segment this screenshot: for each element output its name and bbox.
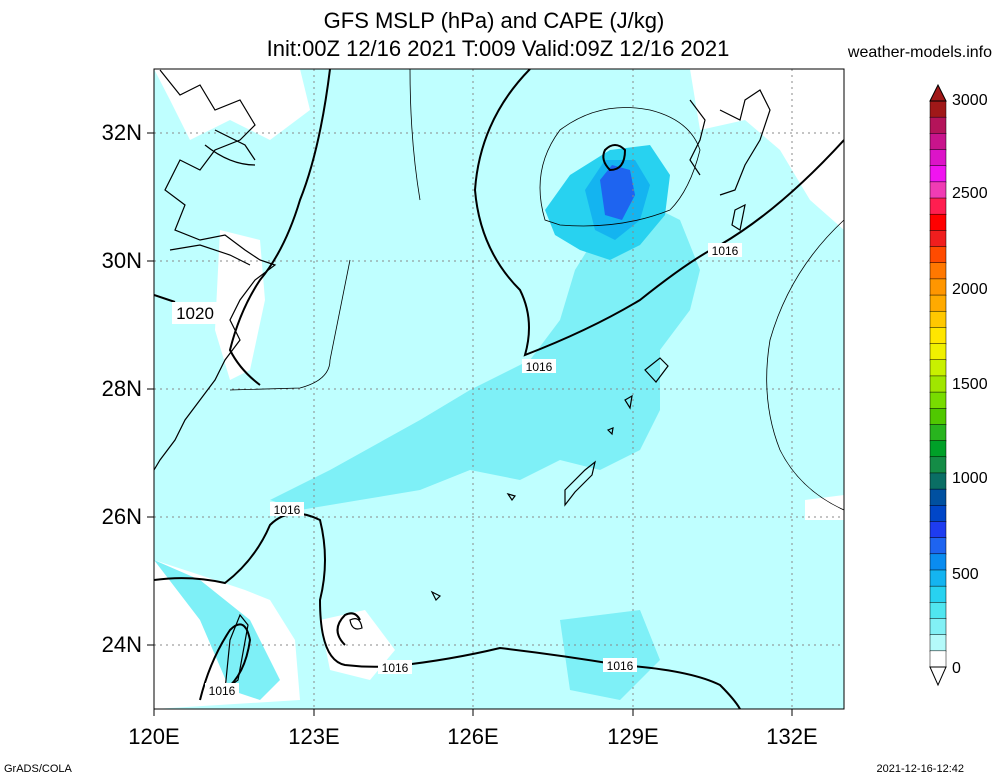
site-credit: weather-models.info (847, 44, 992, 61)
chart-title: GFS MSLP (hPa) and CAPE (J/kg) (323, 8, 665, 33)
lon-label-123e: 123E (288, 724, 340, 749)
colorbar (929, 83, 947, 687)
lon-label-132e: 132E (766, 724, 818, 749)
colorbar-swatch (929, 213, 947, 232)
colorbar-swatch (929, 650, 947, 668)
colorbar-swatch (929, 472, 947, 490)
isobars (154, 69, 844, 709)
isobar-label-1016-s: 1016 (382, 661, 409, 675)
no-cape-ne (690, 69, 844, 230)
no-cape-e (805, 495, 844, 520)
map-area (154, 69, 844, 709)
colorbar-label-1000: 1000 (952, 470, 988, 487)
colorbar-swatch (929, 181, 947, 199)
colorbar-swatch (929, 197, 947, 215)
axis-ticks (147, 132, 793, 716)
lat-label-32n: 32N (101, 120, 142, 145)
no-cape-nw (154, 69, 310, 140)
isobar-label-1016-sw: 1016 (209, 684, 236, 698)
lat-label-24n: 24N (101, 632, 142, 657)
colorbar-swatch (929, 100, 947, 118)
cape-patch-s (154, 560, 280, 700)
colorbar-max-arrow (929, 83, 947, 102)
colorbar-swatch (929, 488, 947, 507)
colorbar-swatch (929, 133, 947, 151)
lon-label-129e: 129E (607, 724, 659, 749)
colorbar-swatch (929, 359, 947, 377)
chart-subtitle: Init:00Z 12/16 2021 T:009 Valid:09Z 12/1… (266, 36, 730, 61)
colorbar-label-3000: 3000 (952, 92, 988, 109)
colorbar-min-arrow (929, 666, 947, 687)
colorbar-swatch (929, 310, 947, 329)
colorbar-swatch (929, 116, 947, 135)
footer-right: 2021-12-16-12:42 (876, 763, 964, 775)
colorbar-swatch (929, 569, 947, 587)
colorbar-swatch (929, 456, 947, 474)
colorbar-swatch (929, 585, 947, 604)
colorbar-swatch (929, 375, 947, 393)
lon-label-126e: 126E (447, 724, 499, 749)
colorbar-swatch (929, 391, 947, 410)
colorbar-swatch (929, 553, 947, 571)
colorbar-label-500: 500 (952, 566, 979, 583)
colorbar-label-0: 0 (952, 660, 961, 677)
colorbar-swatch (929, 165, 947, 183)
isobar-label-1016-ne: 1016 (712, 244, 739, 258)
isobar-labels: 1020 1016 1016 1016 1016 1016 1016 (172, 243, 742, 698)
no-cape-land-w (215, 230, 265, 380)
colorbar-swatch (929, 634, 947, 652)
colorbar-swatch (929, 521, 947, 539)
footer-left: GrADS/COLA (4, 763, 72, 775)
coastlines (154, 69, 771, 692)
lon-label-120e: 120E (128, 724, 180, 749)
colorbar-swatch (929, 327, 947, 345)
thin-contours (229, 69, 844, 511)
isobar-label-1016-w: 1016 (274, 503, 301, 517)
colorbar-swatch (929, 343, 947, 361)
isobar-label-1016-center: 1016 (526, 360, 553, 374)
cape-band (270, 200, 700, 510)
colorbar-swatch (929, 505, 947, 523)
colorbar-swatch (929, 408, 947, 426)
colorbar-label-2000: 2000 (952, 281, 988, 298)
lat-label-30n: 30N (101, 248, 142, 273)
colorbar-label-2500: 2500 (952, 185, 988, 202)
colorbar-swatch (929, 262, 947, 280)
colorbar-swatch (929, 230, 947, 248)
colorbar-swatch (929, 246, 947, 264)
colorbar-swatch (929, 440, 947, 458)
isobar-label-1016-se: 1016 (607, 659, 634, 673)
colorbar-swatch (929, 602, 947, 620)
colorbar-swatch (929, 424, 947, 442)
colorbar-label-1500: 1500 (952, 376, 988, 393)
colorbar-swatch (929, 278, 947, 296)
colorbar-swatch (929, 537, 947, 555)
colorbar-swatch (929, 149, 947, 167)
cape-core-max (600, 165, 635, 220)
lat-label-28n: 28N (101, 376, 142, 401)
lat-label-26n: 26N (101, 504, 142, 529)
colorbar-swatch (929, 294, 947, 312)
isobar-label-1020: 1020 (176, 304, 214, 323)
cape-patch-se (560, 610, 660, 700)
colorbar-swatch (929, 618, 947, 636)
